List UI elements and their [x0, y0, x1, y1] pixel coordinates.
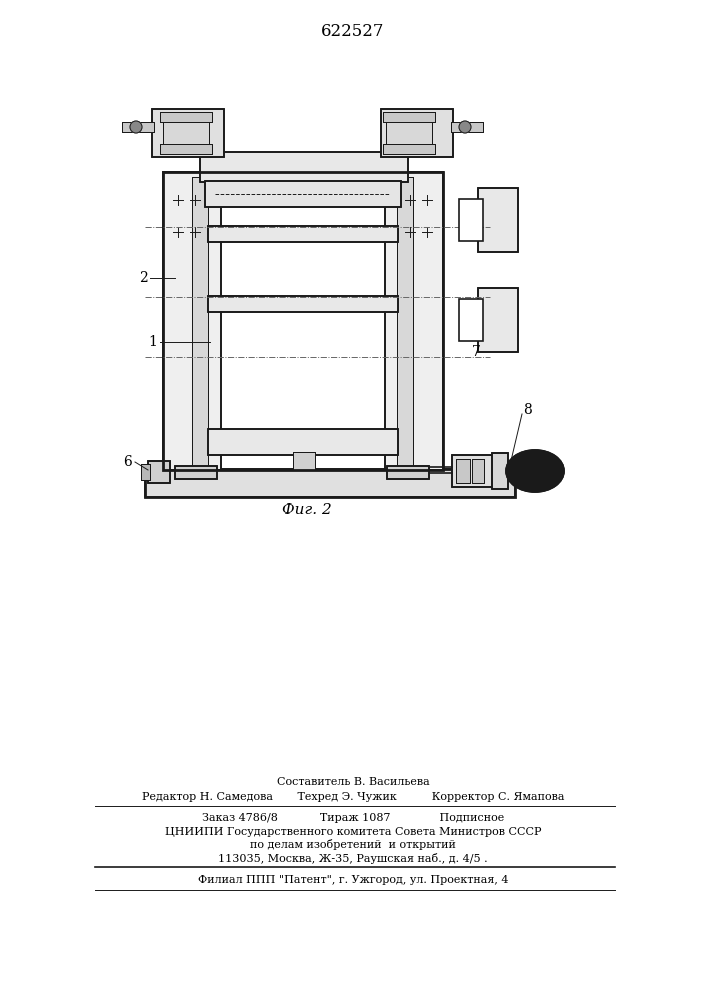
Text: 2: 2: [139, 271, 147, 285]
Text: 1: 1: [148, 335, 158, 349]
Bar: [492, 453, 508, 489]
Bar: [200, 152, 408, 182]
Bar: [478, 188, 518, 252]
Bar: [148, 461, 170, 483]
Bar: [122, 122, 154, 132]
Text: 7: 7: [472, 345, 481, 359]
Bar: [478, 188, 518, 252]
Bar: [122, 122, 154, 132]
Text: ЦНИИПИ Государственного комитета Совета Министров СССР: ЦНИИПИ Государственного комитета Совета …: [165, 827, 542, 837]
Text: 6: 6: [124, 455, 132, 469]
Bar: [163, 122, 209, 144]
Bar: [208, 296, 398, 312]
Bar: [145, 469, 515, 497]
Bar: [478, 288, 518, 352]
Bar: [208, 429, 398, 455]
Bar: [141, 464, 150, 480]
Text: 8: 8: [522, 403, 532, 417]
Bar: [163, 172, 221, 470]
Text: Редактор Н. Самедова       Техред Э. Чужик          Корректор С. Ямапова: Редактор Н. Самедова Техред Э. Чужик Кор…: [141, 792, 564, 802]
Text: 622527: 622527: [321, 23, 385, 40]
Bar: [386, 122, 432, 144]
Bar: [192, 177, 208, 467]
Text: Заказ 4786/8            Тираж 1087              Подписное: Заказ 4786/8 Тираж 1087 Подписное: [202, 813, 504, 823]
Bar: [383, 112, 435, 122]
Bar: [459, 299, 483, 341]
Bar: [205, 181, 401, 207]
Bar: [293, 452, 315, 470]
Bar: [293, 452, 315, 470]
Bar: [386, 122, 432, 144]
Bar: [387, 466, 429, 479]
Text: 113035, Москва, Ж-35, Раушская наб., д. 4/5 .: 113035, Москва, Ж-35, Раушская наб., д. …: [218, 852, 488, 863]
Bar: [205, 181, 401, 207]
Text: Филиал ППП "Патент", г. Ужгород, ул. Проектная, 4: Филиал ППП "Патент", г. Ужгород, ул. Про…: [198, 875, 508, 885]
Bar: [383, 144, 435, 154]
Bar: [208, 296, 398, 312]
Bar: [160, 144, 212, 154]
Bar: [160, 144, 212, 154]
Ellipse shape: [506, 450, 564, 492]
Bar: [385, 172, 443, 470]
Bar: [163, 172, 443, 470]
Bar: [175, 466, 217, 479]
Text: по делам изобретений  и открытий: по делам изобретений и открытий: [250, 840, 456, 850]
Bar: [451, 122, 483, 132]
Bar: [452, 455, 494, 487]
Bar: [175, 466, 217, 479]
Bar: [141, 464, 150, 480]
Circle shape: [459, 121, 471, 133]
Text: Фиг. 2: Фиг. 2: [282, 503, 332, 517]
Bar: [160, 112, 212, 122]
Bar: [492, 453, 508, 489]
Text: Составитель В. Васильева: Составитель В. Васильева: [276, 777, 429, 787]
Bar: [160, 112, 212, 122]
Bar: [387, 466, 429, 479]
Bar: [383, 144, 435, 154]
Bar: [452, 455, 494, 487]
Bar: [478, 288, 518, 352]
Circle shape: [130, 121, 142, 133]
Bar: [381, 109, 453, 157]
Bar: [472, 459, 484, 483]
Bar: [397, 177, 413, 467]
Bar: [381, 109, 453, 157]
Bar: [456, 459, 470, 483]
Bar: [208, 429, 398, 455]
Bar: [208, 226, 398, 242]
Bar: [385, 172, 443, 470]
Bar: [148, 461, 170, 483]
Bar: [200, 152, 408, 182]
Bar: [472, 459, 484, 483]
Bar: [152, 109, 224, 157]
Bar: [456, 459, 470, 483]
Bar: [451, 122, 483, 132]
Bar: [163, 172, 221, 470]
Bar: [152, 109, 224, 157]
Bar: [145, 469, 515, 497]
Bar: [163, 122, 209, 144]
Bar: [192, 177, 208, 467]
Bar: [208, 226, 398, 242]
Bar: [397, 177, 413, 467]
Bar: [459, 199, 483, 241]
Bar: [383, 112, 435, 122]
